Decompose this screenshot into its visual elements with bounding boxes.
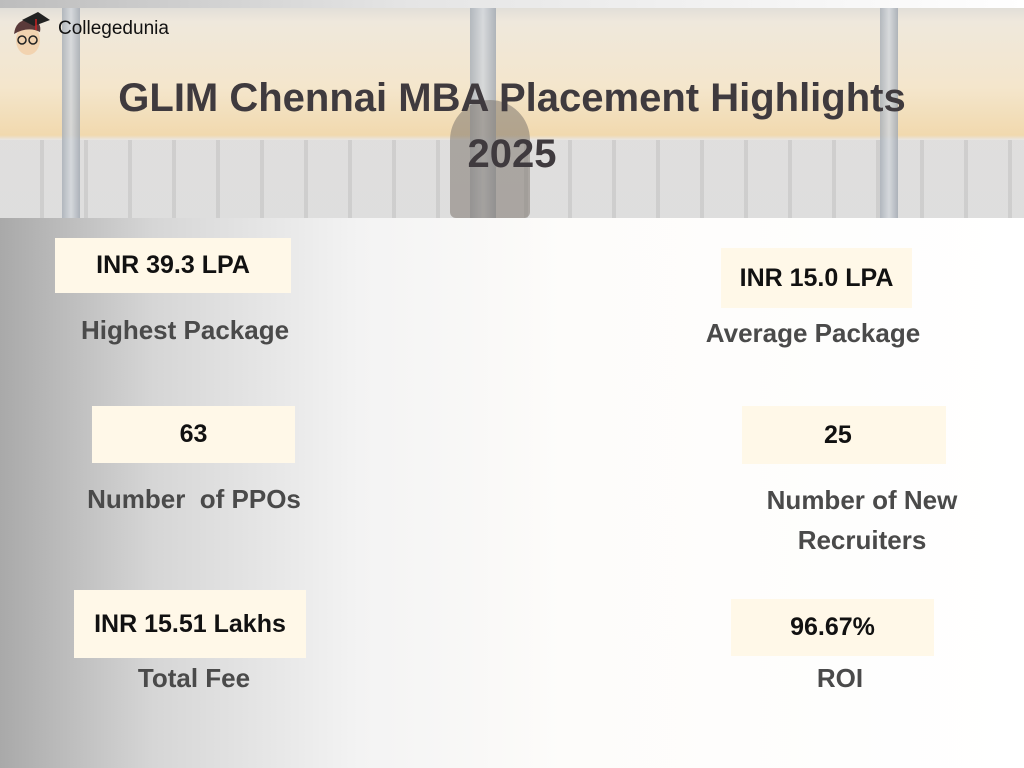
mascot-icon: [14, 12, 50, 55]
pillar: [880, 8, 898, 218]
collegedunia-logo: Collegedunia: [8, 10, 169, 58]
pillar: [62, 8, 80, 218]
new-recruiters-label-line-1: Number of New: [766, 485, 958, 515]
title-line-1: GLIM Chennai MBA Placement Highlights: [118, 76, 906, 120]
average-package-value: INR 15.0 LPA: [721, 248, 912, 308]
new-recruiters-label: Number of New Recruiters: [722, 480, 1002, 560]
top-strip: [0, 0, 1024, 8]
average-package-label: Average Package: [705, 318, 921, 348]
title-line-2: 2025: [467, 132, 557, 176]
total-fee-label: Total Fee: [137, 663, 251, 693]
roi-value: 96.67%: [731, 599, 934, 656]
new-recruiters-value: 25: [742, 406, 946, 464]
total-fee-value: INR 15.51 Lakhs: [74, 590, 306, 658]
header-banner-photo: [0, 0, 1024, 218]
ppos-label: Number of PPOs: [87, 484, 301, 514]
page-title: GLIM Chennai MBA Placement Highlights 20…: [0, 70, 1024, 182]
new-recruiters-label-line-2: Recruiters: [797, 525, 927, 555]
ppos-value: 63: [92, 406, 295, 463]
statue: [450, 100, 530, 218]
highest-package-label: Highest Package: [80, 315, 290, 345]
highest-package-value: INR 39.3 LPA: [55, 238, 291, 293]
roi-label: ROI: [816, 663, 864, 693]
brand-name: Collegedunia: [58, 18, 169, 39]
